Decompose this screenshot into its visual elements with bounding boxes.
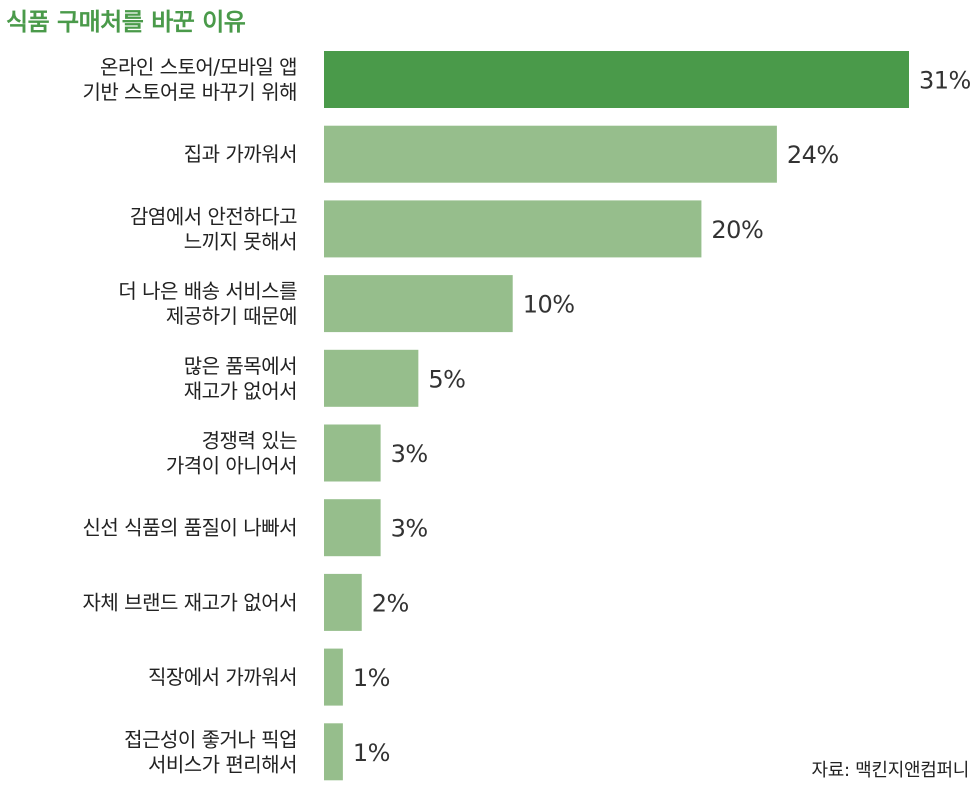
category-label: 신선 식품의 품질이 나빠서 <box>83 516 297 540</box>
bar <box>324 125 777 183</box>
bar <box>324 200 702 258</box>
bar <box>324 723 343 781</box>
category-label: 많은 품목에서 <box>184 354 297 378</box>
bar <box>324 499 381 557</box>
bar <box>324 51 909 108</box>
category-label: 제공하기 때문에 <box>166 304 297 328</box>
category-label: 자체 브랜드 재고가 없어서 <box>83 590 297 614</box>
category-label: 접근성이 좋거나 픽업 <box>124 727 297 751</box>
data-label: 31% <box>919 67 971 95</box>
category-label: 가격이 아니어서 <box>166 454 297 478</box>
data-label: 5% <box>428 365 465 393</box>
category-label: 서비스가 편리해서 <box>148 752 297 776</box>
category-label: 느끼지 못해서 <box>184 229 297 253</box>
data-label: 3% <box>391 515 428 543</box>
data-label: 2% <box>372 589 409 617</box>
category-label: 재고가 없어서 <box>184 379 297 403</box>
bar <box>324 573 362 631</box>
bar <box>324 275 513 333</box>
bar-group: 1% 직장에서 가까워서 <box>148 648 390 706</box>
bar <box>324 648 343 706</box>
category-label: 감염에서 안전하다고 <box>130 204 297 228</box>
data-label: 3% <box>391 440 428 468</box>
category-label: 경쟁력 있는 <box>202 429 297 453</box>
bar-group: 31% 온라인 스토어/모바일 앱기반 스토어로 바꾸기 위해 <box>83 51 971 108</box>
data-label: 24% <box>787 141 839 169</box>
bar-group: 24% 집과 가까워서 <box>184 125 839 183</box>
bar-group: 2% 자체 브랜드 재고가 없어서 <box>83 573 409 631</box>
data-label: 1% <box>353 739 390 767</box>
category-label: 온라인 스토어/모바일 앱 <box>100 55 297 79</box>
chart-title: 식품 구매처를 바꾼 이유 <box>6 8 246 36</box>
data-label: 10% <box>523 291 575 319</box>
source-note: 자료: 맥킨지앤컴퍼니 <box>811 760 969 781</box>
category-label: 집과 가까워서 <box>184 142 297 166</box>
category-label: 직장에서 가까워서 <box>148 665 297 689</box>
data-label: 1% <box>353 664 390 692</box>
bar <box>324 424 381 482</box>
bar <box>324 349 419 407</box>
category-label: 기반 스토어로 바꾸기 위해 <box>83 80 297 104</box>
data-label: 20% <box>711 216 763 244</box>
category-label: 더 나은 배송 서비스를 <box>118 279 297 303</box>
bar-group: 3% 신선 식품의 품질이 나빠서 <box>83 499 428 557</box>
